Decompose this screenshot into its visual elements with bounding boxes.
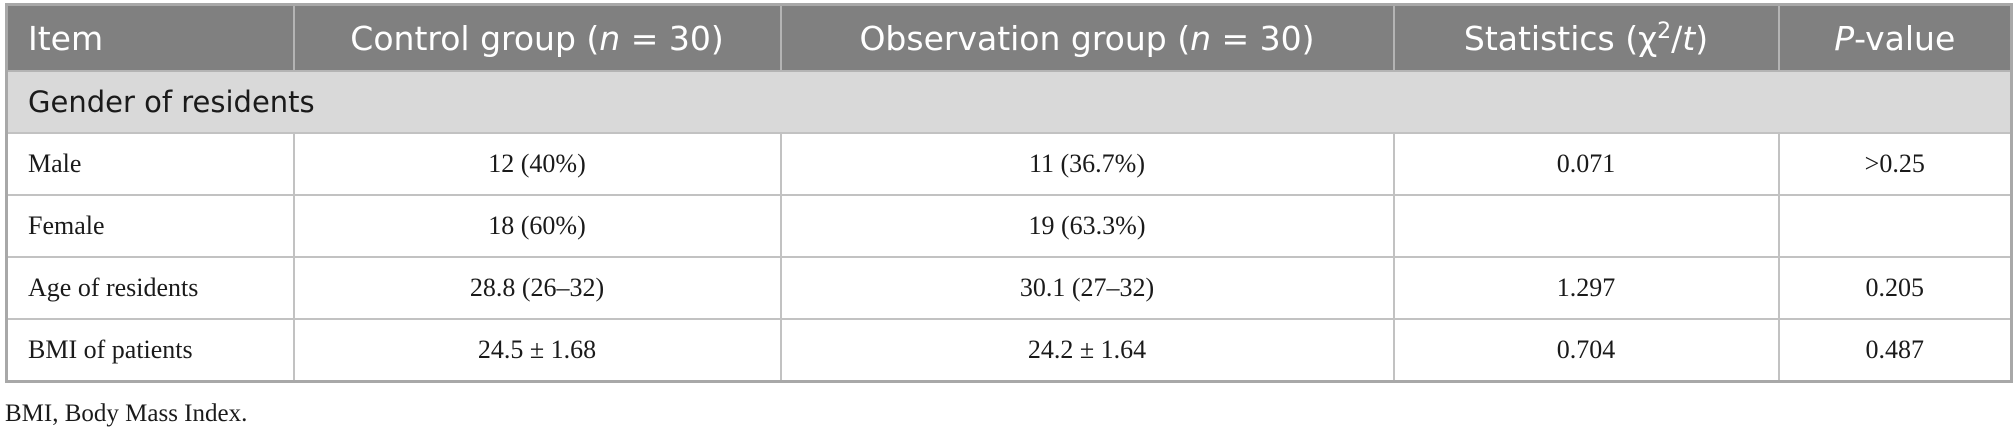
table-row: Female 18 (60%) 19 (63.3%) (5, 194, 2013, 258)
row-label: BMI of patients (5, 318, 295, 383)
header-p-value: P-value (1777, 3, 2013, 72)
row-label: Female (5, 194, 295, 258)
header-item: Item (5, 3, 295, 72)
header-control-group: Control group (n = 30) (292, 3, 782, 72)
table-row: Male 12 (40%) 11 (36.7%) 0.071 >0.25 (5, 132, 2013, 196)
control-value: 28.8 (26–32) (292, 256, 782, 320)
statistic-value: 0.704 (1392, 318, 1780, 383)
control-value: 24.5 ± 1.68 (292, 318, 782, 383)
observation-value: 24.2 ± 1.64 (779, 318, 1395, 383)
observation-value: 30.1 (27–32) (779, 256, 1395, 320)
data-table: Item Control group (n = 30) Observation … (5, 3, 2013, 383)
p-value: 0.205 (1777, 256, 2013, 320)
statistic-value (1392, 194, 1780, 258)
table-footnote: BMI, Body Mass Index. (5, 400, 248, 427)
statistic-value: 0.071 (1392, 132, 1780, 196)
table-header-row: Item Control group (n = 30) Observation … (5, 3, 2013, 72)
p-value: 0.487 (1777, 318, 2013, 383)
p-value: >0.25 (1777, 132, 2013, 196)
observation-value: 19 (63.3%) (779, 194, 1395, 258)
table-row: BMI of patients 24.5 ± 1.68 24.2 ± 1.64 … (5, 318, 2013, 383)
control-value: 18 (60%) (292, 194, 782, 258)
header-observation-group: Observation group (n = 30) (779, 3, 1395, 72)
row-label: Male (5, 132, 295, 196)
data-table-container: Item Control group (n = 30) Observation … (5, 3, 2013, 383)
header-statistics: Statistics (χ2/t) (1392, 3, 1780, 72)
p-value (1777, 194, 2013, 258)
section-row: Gender of residents (5, 70, 2013, 134)
table-row: Age of residents 28.8 (26–32) 30.1 (27–3… (5, 256, 2013, 320)
observation-value: 11 (36.7%) (779, 132, 1395, 196)
control-value: 12 (40%) (292, 132, 782, 196)
section-label: Gender of residents (5, 70, 2013, 134)
statistic-value: 1.297 (1392, 256, 1780, 320)
row-label: Age of residents (5, 256, 295, 320)
